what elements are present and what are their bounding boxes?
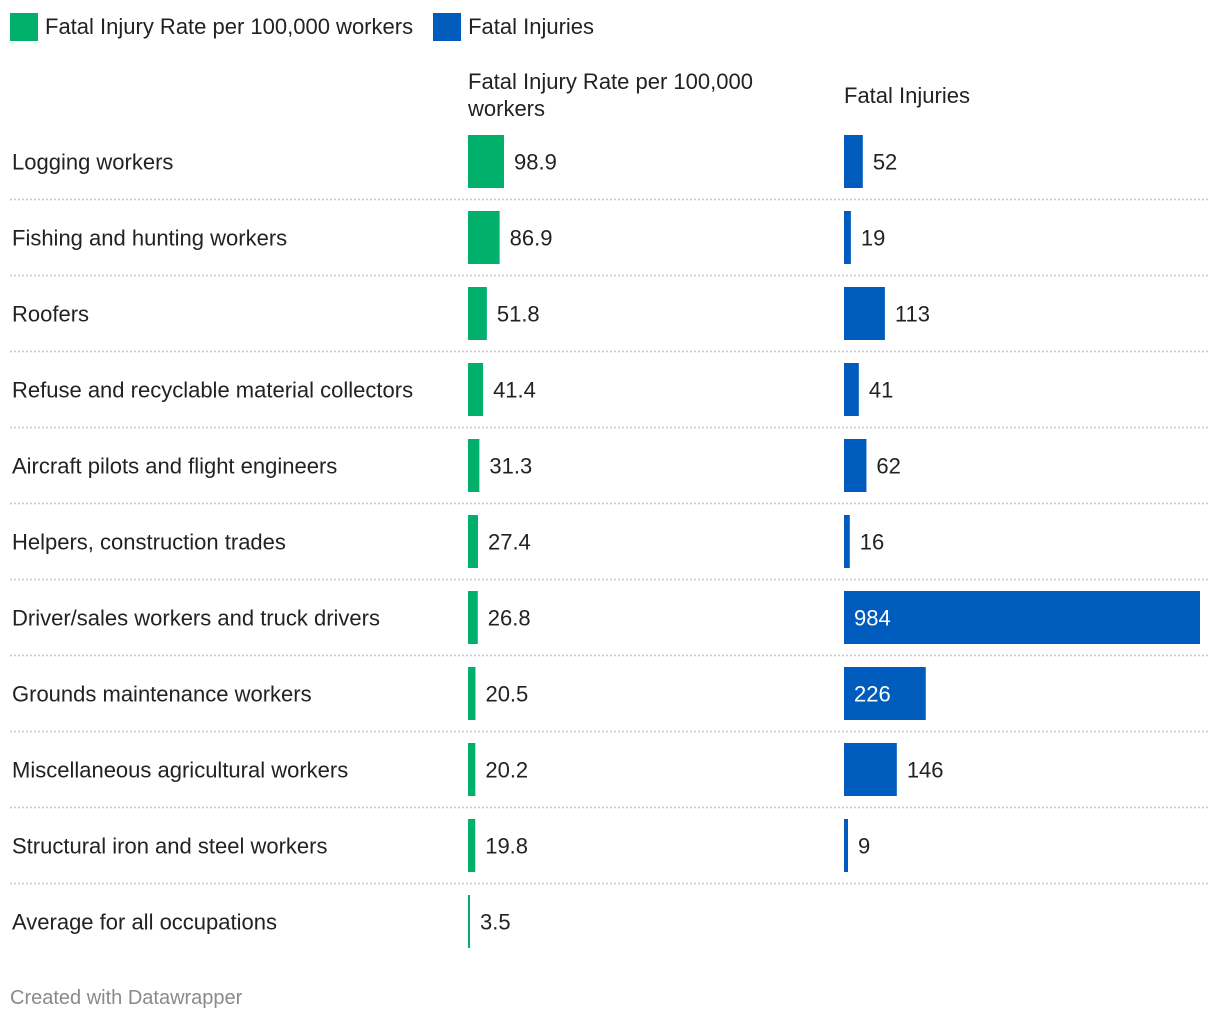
category-label: Aircraft pilots and flight engineers xyxy=(12,454,337,479)
credit-text: Created with Datawrapper xyxy=(10,987,243,1009)
rate-value-label: 41.4 xyxy=(493,378,536,403)
rate-bar xyxy=(468,287,487,340)
rate-bar xyxy=(468,439,480,492)
rate-value-label: 26.8 xyxy=(488,606,531,631)
rate-value-label: 19.8 xyxy=(485,834,528,859)
injuries-bar xyxy=(844,439,867,492)
injuries-bar xyxy=(844,211,851,264)
rate-value-label: 3.5 xyxy=(480,910,511,935)
rate-value-label: 86.9 xyxy=(510,226,553,251)
rate-value-label: 20.2 xyxy=(485,758,528,783)
category-label: Roofers xyxy=(12,302,89,327)
rate-value-label: 20.5 xyxy=(485,682,528,707)
injuries-bar xyxy=(844,287,885,340)
rate-bar xyxy=(468,667,476,720)
legend: Fatal Injury Rate per 100,000 workers Fa… xyxy=(10,12,614,42)
rate-bar xyxy=(468,819,476,872)
legend-item-rate: Fatal Injury Rate per 100,000 workers xyxy=(10,13,413,41)
column-header-injuries: Fatal Injuries xyxy=(844,83,970,108)
injuries-bar xyxy=(844,819,848,872)
category-label: Structural iron and steel workers xyxy=(12,834,327,859)
category-label: Fishing and hunting workers xyxy=(12,226,287,251)
rate-bar xyxy=(468,211,500,264)
rate-bar xyxy=(468,515,478,568)
injuries-value-label: 41 xyxy=(869,378,893,403)
legend-item-injuries: Fatal Injuries xyxy=(433,13,594,41)
injuries-value-label: 146 xyxy=(907,758,944,783)
rate-bar xyxy=(468,743,476,796)
legend-label-injuries: Fatal Injuries xyxy=(468,14,595,39)
injuries-value-label: 16 xyxy=(860,530,884,555)
injuries-bar xyxy=(844,667,926,720)
rate-bar xyxy=(468,895,470,948)
rate-value-label: 27.4 xyxy=(488,530,531,555)
rate-value-label: 51.8 xyxy=(497,302,540,327)
injuries-value-label: 19 xyxy=(861,226,885,251)
injuries-value-label: 52 xyxy=(873,150,897,175)
legend-swatch-rate xyxy=(10,13,38,41)
injuries-value-label: 984 xyxy=(854,606,891,631)
column-header-rate: Fatal Injury Rate per 100,000 workers xyxy=(468,69,753,121)
injuries-value-label: 9 xyxy=(858,834,870,859)
injuries-value-label: 113 xyxy=(895,302,930,327)
category-label: Miscellaneous agricultural workers xyxy=(12,758,348,783)
injuries-value-label: 226 xyxy=(854,682,891,707)
rate-bar xyxy=(468,363,484,416)
injuries-bar xyxy=(844,591,1200,644)
injuries-value-label: 62 xyxy=(876,454,900,479)
rate-value-label: 31.3 xyxy=(489,454,532,479)
rate-bar xyxy=(468,135,504,188)
legend-swatch-injuries xyxy=(433,13,462,41)
injuries-bar xyxy=(844,515,850,568)
category-label: Grounds maintenance workers xyxy=(12,682,312,707)
rate-bar xyxy=(468,591,478,644)
injuries-bar xyxy=(844,135,863,188)
category-label: Helpers, construction trades xyxy=(12,530,286,555)
rate-value-label: 98.9 xyxy=(514,150,557,175)
category-label: Average for all occupations xyxy=(12,910,277,935)
legend-label-rate: Fatal Injury Rate per 100,000 workers xyxy=(45,14,414,39)
category-label: Driver/sales workers and truck drivers xyxy=(12,606,380,631)
category-label: Refuse and recyclable material collector… xyxy=(12,378,413,403)
injuries-bar xyxy=(844,743,897,796)
injuries-bar xyxy=(844,363,859,416)
category-label: Logging workers xyxy=(12,150,173,175)
